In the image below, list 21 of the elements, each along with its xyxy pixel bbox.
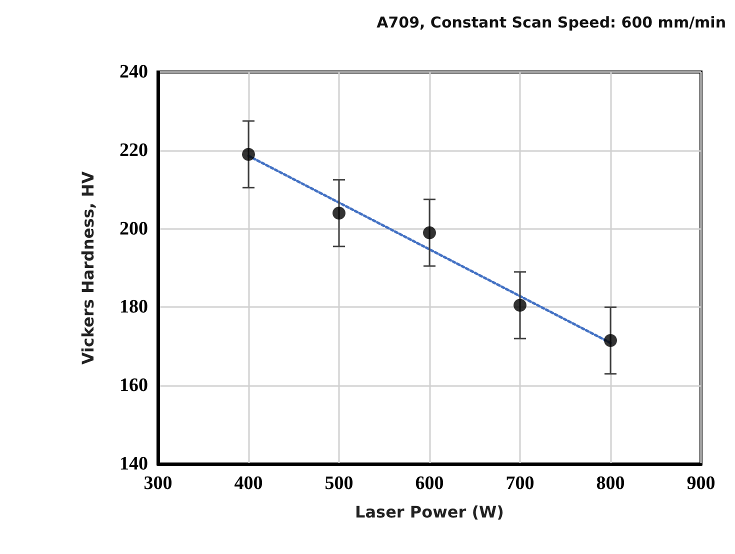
y-tick-label: 240 [120, 62, 148, 82]
y-tick-label: 160 [120, 375, 148, 396]
y-tick-label: 180 [120, 296, 148, 318]
point [423, 226, 436, 240]
x-tick-label: 700 [506, 473, 534, 494]
y-axis-title: Vickers Hardness, HV [78, 170, 98, 365]
y-tick-label: 220 [120, 140, 148, 161]
point [604, 334, 617, 348]
y-tick-label: 140 [120, 454, 148, 474]
x-tick-label: 800 [596, 473, 625, 494]
x-tick-label: 600 [415, 473, 444, 494]
point [514, 298, 526, 312]
point [242, 148, 255, 161]
x-tick-label: 400 [234, 473, 263, 494]
x-tick-label: 900 [686, 473, 716, 494]
x-axis-title: Laser Power (W) [355, 502, 504, 522]
x-tick-label: 300 [144, 473, 172, 494]
chart-title: A709, Constant Scan Speed: 600 mm/min [376, 14, 726, 32]
point [332, 206, 346, 220]
x-tick-label: 500 [324, 473, 354, 494]
y-tick-label: 200 [120, 218, 148, 240]
